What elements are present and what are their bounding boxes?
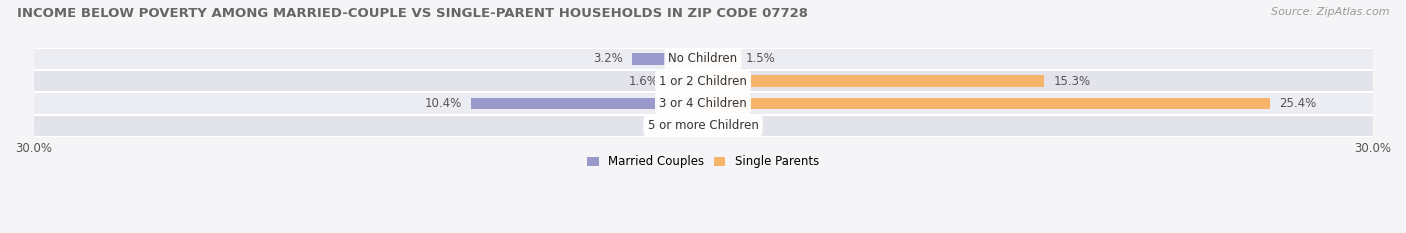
- Text: 0.0%: 0.0%: [665, 119, 695, 132]
- Text: 1 or 2 Children: 1 or 2 Children: [659, 75, 747, 88]
- Text: 3.2%: 3.2%: [593, 52, 623, 65]
- Text: 1.6%: 1.6%: [628, 75, 658, 88]
- Bar: [34, 48, 1372, 70]
- Bar: [668, 75, 703, 87]
- Legend: Married Couples, Single Parents: Married Couples, Single Parents: [586, 155, 820, 168]
- Text: 3 or 4 Children: 3 or 4 Children: [659, 97, 747, 110]
- Bar: [34, 92, 1372, 115]
- Text: 15.3%: 15.3%: [1053, 75, 1091, 88]
- Bar: [471, 98, 703, 109]
- Bar: [34, 115, 1372, 137]
- Bar: [703, 98, 1270, 109]
- Text: INCOME BELOW POVERTY AMONG MARRIED-COUPLE VS SINGLE-PARENT HOUSEHOLDS IN ZIP COD: INCOME BELOW POVERTY AMONG MARRIED-COUPL…: [17, 7, 808, 20]
- Text: 0.0%: 0.0%: [711, 119, 741, 132]
- Text: Source: ZipAtlas.com: Source: ZipAtlas.com: [1271, 7, 1389, 17]
- Bar: [703, 53, 737, 65]
- Bar: [631, 53, 703, 65]
- Text: 10.4%: 10.4%: [425, 97, 463, 110]
- Text: No Children: No Children: [668, 52, 738, 65]
- Text: 5 or more Children: 5 or more Children: [648, 119, 758, 132]
- Bar: [34, 70, 1372, 92]
- Bar: [703, 75, 1045, 87]
- Text: 1.5%: 1.5%: [745, 52, 775, 65]
- Text: 25.4%: 25.4%: [1279, 97, 1316, 110]
